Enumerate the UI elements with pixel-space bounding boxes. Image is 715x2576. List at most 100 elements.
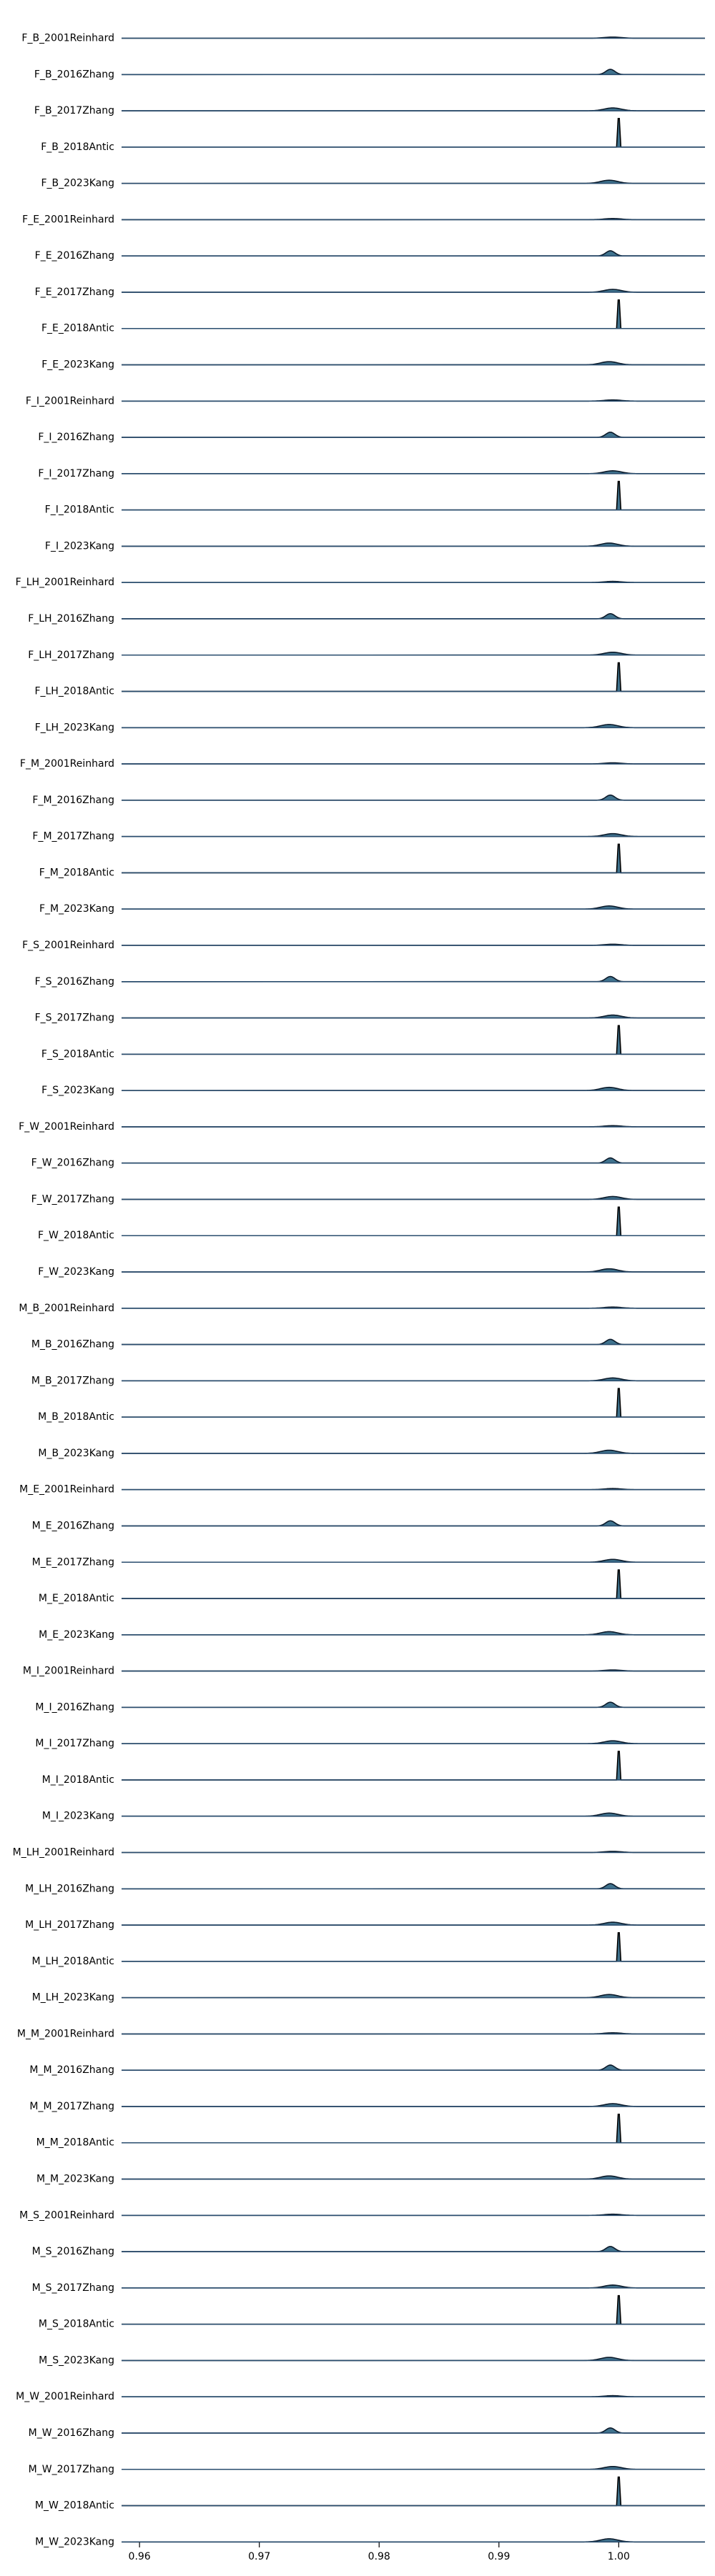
ridge-row: F_B_2018Antic <box>41 118 705 153</box>
ridge-row: M_E_2016Zhang <box>32 1520 706 1531</box>
ridge-row: F_E_2018Antic <box>41 299 705 334</box>
row-label: M_I_2023Kang <box>42 1811 114 1822</box>
ridge-row: M_LH_2016Zhang <box>25 1883 706 1894</box>
row-label: M_LH_2001Reinhard <box>13 1847 114 1859</box>
row-label: F_W_2001Reinhard <box>19 1121 114 1133</box>
ridge-row: M_W_2001Reinhard <box>16 2391 706 2402</box>
ridge-row: M_I_2016Zhang <box>35 1701 706 1713</box>
ridge-row: F_E_2001Reinhard <box>22 214 706 225</box>
ridge-row: F_I_2017Zhang <box>38 468 706 479</box>
row-label: F_S_2023Kang <box>41 1085 114 1096</box>
row-label: M_E_2018Antic <box>39 1593 114 1604</box>
ridge-row: M_S_2023Kang <box>39 2354 706 2366</box>
ridge-row: F_B_2023Kang <box>41 178 706 189</box>
ridge-density-fill <box>122 1521 705 1526</box>
ridge-density-fill <box>122 69 705 75</box>
ridge-row: F_W_2017Zhang <box>31 1193 706 1205</box>
row-label: M_W_2001Reinhard <box>16 2391 114 2402</box>
row-label: M_B_2001Reinhard <box>19 1303 114 1314</box>
row-label: F_W_2018Antic <box>38 1230 114 1241</box>
ridge-row: F_E_2017Zhang <box>35 287 706 298</box>
row-label: F_B_2001Reinhard <box>21 33 114 44</box>
ridge-row: M_S_2016Zhang <box>32 2246 706 2257</box>
ridge-row: F_S_2016Zhang <box>35 975 706 988</box>
row-label: M_S_2016Zhang <box>32 2246 114 2257</box>
row-label: M_I_2017Zhang <box>35 1738 114 1749</box>
ridge-row: F_S_2023Kang <box>41 1085 706 1096</box>
row-label: M_M_2016Zhang <box>29 2064 114 2076</box>
ridge-row: F_LH_2018Antic <box>34 662 705 697</box>
ridge-density-fill <box>122 1702 705 1708</box>
ridge-row: F_M_2001Reinhard <box>20 758 706 770</box>
ridge-row: M_E_2001Reinhard <box>19 1484 706 1496</box>
row-label: M_LH_2016Zhang <box>25 1883 114 1894</box>
ridge-row: M_M_2023Kang <box>36 2174 706 2185</box>
row-label: M_I_2016Zhang <box>35 1701 114 1713</box>
ridge-row: M_M_2001Reinhard <box>17 2028 706 2039</box>
x-tick-label: 0.96 <box>129 2551 151 2562</box>
ridge-row: M_W_2017Zhang <box>29 2464 706 2475</box>
row-label: M_S_2023Kang <box>39 2354 114 2366</box>
row-label: M_B_2023Kang <box>38 1448 114 1459</box>
row-label: F_E_2018Antic <box>41 323 114 334</box>
row-label: M_S_2017Zhang <box>32 2282 114 2294</box>
ridge-row: M_LH_2001Reinhard <box>13 1847 706 1859</box>
row-label: M_S_2018Antic <box>39 2319 114 2330</box>
row-label: M_B_2018Antic <box>38 1411 114 1423</box>
ridge-row: F_S_2018Antic <box>41 1025 705 1060</box>
row-label: M_M_2018Antic <box>36 2137 114 2149</box>
row-label: F_M_2017Zhang <box>32 831 114 842</box>
ridge-row: F_W_2018Antic <box>38 1206 705 1241</box>
ridge-row: M_M_2018Antic <box>36 2113 705 2149</box>
row-label: F_LH_2018Antic <box>34 686 114 697</box>
ridge-row: M_B_2017Zhang <box>31 1375 706 1386</box>
ridge-row: F_W_2023Kang <box>38 1266 706 1278</box>
ridge-row: M_I_2018Antic <box>42 1751 705 1786</box>
row-label: F_LH_2023Kang <box>35 722 114 733</box>
x-tick-label: 0.98 <box>368 2551 390 2562</box>
row-label: M_LH_2023Kang <box>32 1992 114 2004</box>
row-label: F_B_2017Zhang <box>34 105 114 116</box>
ridge-row: F_LH_2017Zhang <box>28 650 706 661</box>
ridge-row: M_E_2018Antic <box>39 1569 705 1604</box>
row-label: M_W_2016Zhang <box>29 2427 114 2439</box>
row-label: F_I_2016Zhang <box>38 432 114 443</box>
ridge-row: F_B_2016Zhang <box>34 69 706 80</box>
ridge-row: M_I_2001Reinhard <box>23 1666 706 1677</box>
row-label: M_B_2016Zhang <box>31 1339 114 1351</box>
row-label: F_M_2016Zhang <box>32 795 114 806</box>
ridge-row: M_LH_2018Antic <box>31 1932 705 1967</box>
ridge-row: F_M_2017Zhang <box>32 831 706 842</box>
row-label: M_LH_2018Antic <box>31 1956 114 1967</box>
row-label: M_W_2017Zhang <box>29 2464 114 2475</box>
ridge-row: F_B_2001Reinhard <box>21 33 706 44</box>
row-label: F_E_2017Zhang <box>35 287 114 298</box>
row-label: M_W_2018Antic <box>35 2500 114 2512</box>
ridge-density-fill <box>122 1339 705 1345</box>
row-label: F_E_2016Zhang <box>35 250 114 262</box>
row-label: F_B_2018Antic <box>41 141 114 153</box>
row-label: F_LH_2016Zhang <box>28 613 114 625</box>
ridge-density-fill <box>122 613 705 619</box>
row-label: F_M_2001Reinhard <box>20 758 114 770</box>
x-tick-label: 0.99 <box>488 2551 510 2562</box>
ridge-row: M_B_2018Antic <box>38 1388 705 1423</box>
row-label: F_W_2016Zhang <box>31 1158 114 1169</box>
ridge-row: M_LH_2017Zhang <box>25 1919 706 1931</box>
row-label: M_LH_2017Zhang <box>25 1919 114 1931</box>
ridge-density-fill <box>122 2427 705 2433</box>
ridge-row: M_W_2018Antic <box>35 2476 705 2512</box>
ridge-row: F_I_2023Kang <box>45 540 706 552</box>
ridge-row: F_M_2016Zhang <box>32 794 706 806</box>
row-label: F_I_2017Zhang <box>38 468 114 479</box>
row-label: F_I_2001Reinhard <box>26 395 114 407</box>
row-label: M_M_2023Kang <box>36 2174 114 2185</box>
x-axis: 0.96 0.97 0.98 0.99 1.00 <box>129 2542 630 2562</box>
ridge-row: M_S_2001Reinhard <box>19 2209 706 2221</box>
ridge-row: F_S_2017Zhang <box>35 1013 706 1024</box>
row-label: F_I_2018Antic <box>45 504 114 516</box>
ridge-density-fill <box>122 795 705 800</box>
row-label: F_S_2001Reinhard <box>22 940 114 951</box>
ridge-density-fill <box>122 250 705 257</box>
ridge-row: F_W_2016Zhang <box>31 1157 706 1169</box>
